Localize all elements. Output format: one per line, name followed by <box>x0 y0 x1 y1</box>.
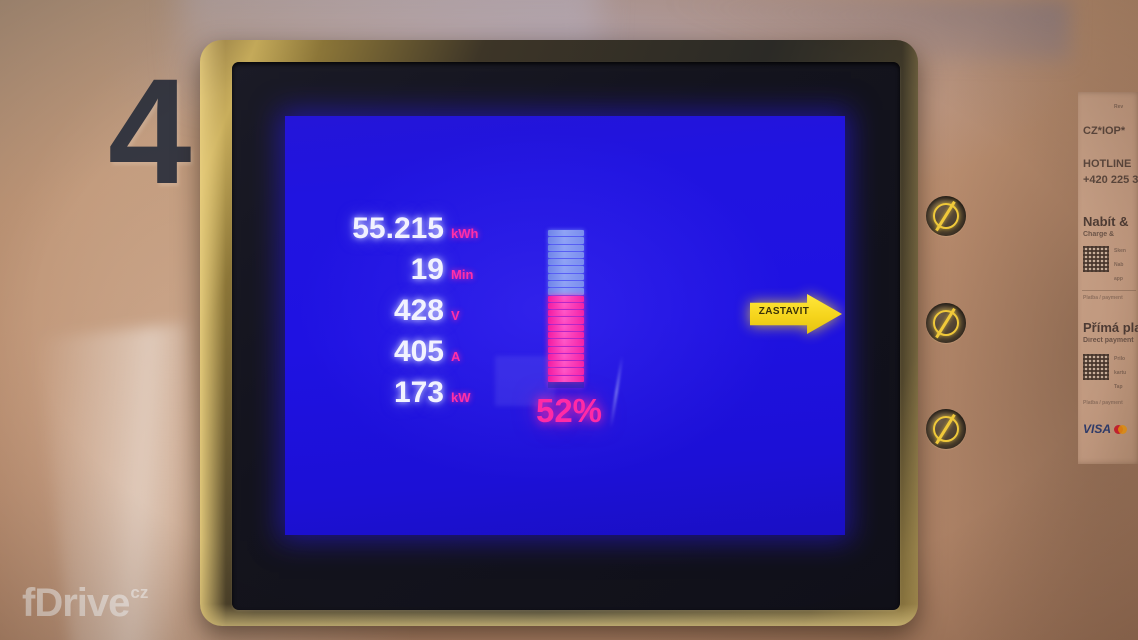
reading-duration-unit: Min <box>451 267 474 282</box>
lcd-screen[interactable]: 55.215 kWh 19 Min 428 V 405 A 173 kW 52% <box>285 116 845 535</box>
sticker-hotline-label: HOTLINE <box>1083 158 1132 170</box>
battery-segment-filled <box>548 375 584 382</box>
sticker-charge-step1: Sken <box>1114 248 1126 254</box>
sticker-divider <box>1082 290 1136 291</box>
sticker-midnote: Platba / payment <box>1083 295 1123 301</box>
power-circle-icon <box>933 310 959 336</box>
reading-duration: 19 Min <box>305 253 485 287</box>
side-button-column <box>918 60 980 580</box>
battery-segment-filled <box>548 339 584 346</box>
battery-segment-filled <box>548 310 584 317</box>
battery-segment-filled <box>548 346 584 353</box>
battery-segment-filled <box>548 353 584 361</box>
sticker-payment-title-cz: Přímá platba <box>1083 320 1138 335</box>
battery-segment-empty <box>548 244 584 251</box>
payment-logos: VISA <box>1083 422 1128 436</box>
battery-segment-filled <box>548 361 584 368</box>
battery-segment-empty <box>548 273 584 280</box>
reading-power-unit: kW <box>451 390 471 405</box>
reading-energy-value: 55.215 <box>352 212 444 245</box>
battery-segment-filled <box>548 368 584 375</box>
battery-segment-empty <box>548 259 584 266</box>
stop-charging-label: ZASTAVIT <box>758 306 810 317</box>
sticker-country-code: CZ*IOP* <box>1083 125 1126 137</box>
battery-segment-empty <box>548 251 584 259</box>
battery-segment-empty <box>548 237 584 244</box>
instruction-sticker: Rev CZ*IOP* HOTLINE +420 225 3 Nabít & C… <box>1078 92 1138 464</box>
qr-code-payment[interactable] <box>1083 354 1109 380</box>
battery-level-bar <box>548 230 584 382</box>
battery-segment-empty <box>548 230 584 237</box>
visa-logo: VISA <box>1083 422 1112 436</box>
sticker-charge-step2: Nab <box>1114 262 1124 268</box>
reading-power: 173 kW <box>305 376 485 410</box>
battery-segment-filled <box>548 302 584 310</box>
sticker-topnote: Rev <box>1114 104 1124 110</box>
reading-power-value: 173 <box>393 376 444 409</box>
reading-energy-unit: kWh <box>451 226 479 241</box>
qr-code-charge[interactable] <box>1083 246 1109 272</box>
power-circle-icon <box>933 203 959 229</box>
sticker-pay-step2: kartu <box>1114 370 1127 376</box>
sticker-charge-step3: app <box>1114 276 1123 282</box>
battery-segment-empty <box>548 288 584 295</box>
reading-current: 405 A <box>305 335 485 369</box>
sticker-footer-note: Platba / payment <box>1083 400 1123 406</box>
reading-voltage-unit: V <box>451 308 460 323</box>
sticker-pay-step1: Prilo <box>1114 356 1126 362</box>
reading-voltage: 428 V <box>305 294 485 328</box>
power-circle-icon <box>933 416 959 442</box>
stop-charging-button[interactable]: ZASTAVIT <box>750 294 842 334</box>
reading-duration-value: 19 <box>410 253 444 286</box>
sticker-hotline-number: +420 225 3 <box>1083 174 1138 186</box>
power-button-2[interactable] <box>926 303 966 343</box>
reading-current-value: 405 <box>393 335 444 368</box>
sticker-payment-title-en: Direct payment <box>1083 337 1134 344</box>
battery-percent-label: 52% <box>535 392 603 429</box>
battery-segment-filled <box>548 317 584 324</box>
battery-segment-filled <box>548 331 584 339</box>
reading-current-unit: A <box>451 349 461 364</box>
battery-segment-filled <box>548 324 584 331</box>
battery-segment-empty <box>548 280 584 288</box>
sticker-charge-title-en: Charge & <box>1083 231 1115 238</box>
sticker-pay-step3: Tap <box>1114 384 1123 390</box>
unit-number: 4 <box>108 47 191 215</box>
mastercard-logo <box>1114 424 1128 434</box>
readings-panel: 55.215 kWh 19 Min 428 V 405 A 173 kW <box>305 212 485 410</box>
power-button-3[interactable] <box>926 409 966 449</box>
sticker-charge-title-cz: Nabít & <box>1083 214 1129 229</box>
reading-energy: 55.215 kWh <box>305 212 485 246</box>
battery-segment-empty <box>548 266 584 273</box>
battery-bar-base <box>548 382 584 388</box>
reading-voltage-value: 428 <box>393 294 444 327</box>
power-button-1[interactable] <box>926 196 966 236</box>
battery-segment-filled <box>548 295 584 302</box>
